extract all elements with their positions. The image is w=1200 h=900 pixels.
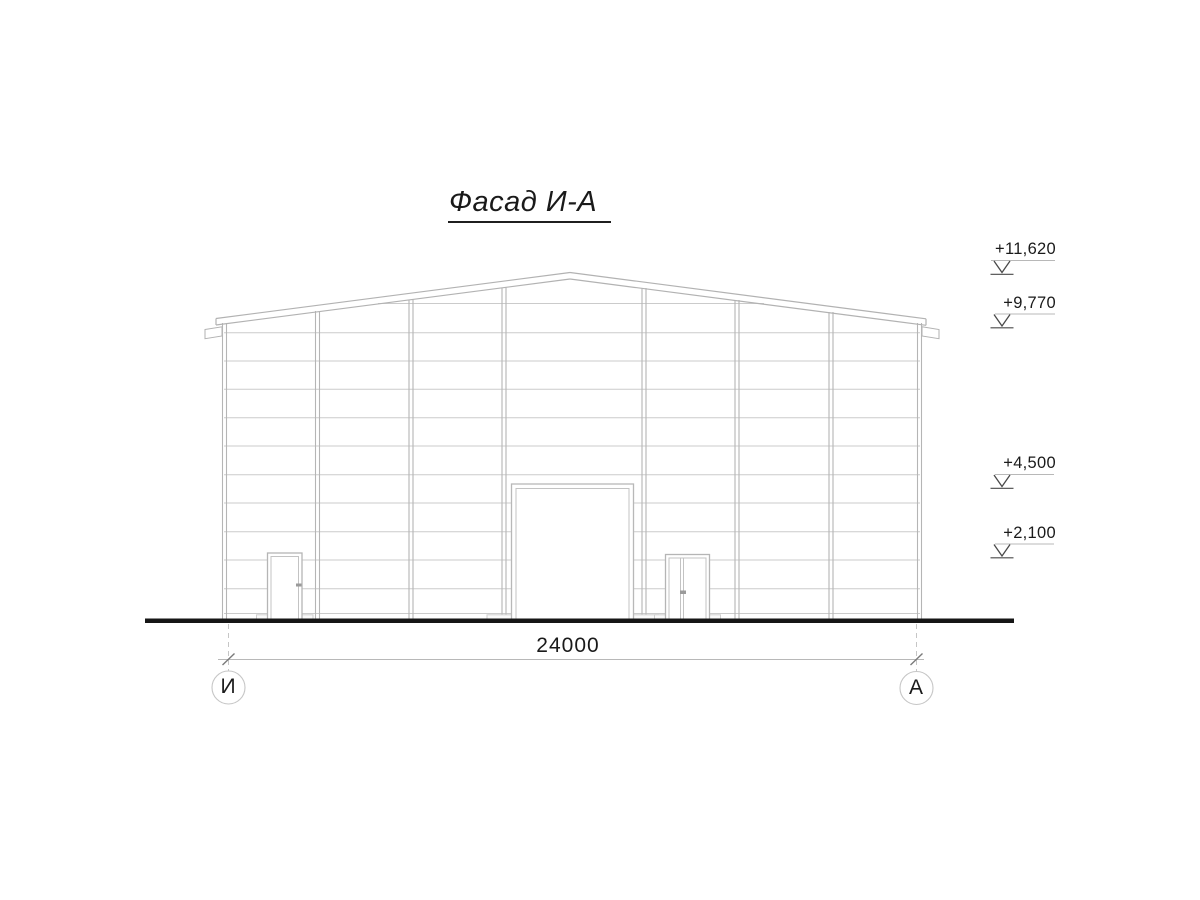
dimension-line	[218, 624, 924, 671]
dimension-tick-icon	[910, 652, 923, 666]
columns	[221, 287, 923, 620]
dimension-label: 24000	[536, 634, 600, 657]
door-right	[664, 553, 711, 621]
elevation-mark-symbols	[990, 260, 1055, 559]
axis-bubbles	[211, 670, 934, 706]
drawing-title: Фасад И-А	[448, 186, 612, 223]
threshold-aprons	[256, 614, 721, 620]
roof	[215, 271, 927, 326]
elevation-label: +11,620	[995, 240, 1056, 258]
elevation-label: +2,100	[1003, 524, 1056, 542]
elevation-symbol-icon	[990, 474, 1054, 489]
door-right-handle-icon	[680, 590, 686, 594]
door-left	[266, 552, 303, 621]
door-left-handle-icon	[296, 583, 302, 587]
elevation-label: +9,770	[1003, 294, 1056, 312]
elevation-symbol-icon	[990, 543, 1054, 559]
gate	[510, 483, 635, 621]
elevation-symbol-icon	[990, 260, 1055, 275]
elevation-symbol-icon	[990, 313, 1055, 329]
dimension-tick-icon	[222, 652, 235, 666]
axis-bubble-label-a: А	[908, 676, 923, 699]
gutters	[204, 326, 940, 340]
elevation-label: +4,500	[1003, 454, 1056, 472]
axis-bubble-label-i: И	[220, 675, 236, 698]
